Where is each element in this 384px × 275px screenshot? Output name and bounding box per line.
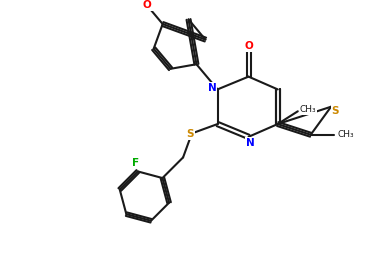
Text: F: F [132, 158, 139, 168]
Text: CH₃: CH₃ [337, 130, 354, 139]
Text: S: S [186, 129, 194, 139]
Text: N: N [208, 82, 217, 93]
Text: O: O [244, 41, 253, 51]
Text: CH₃: CH₃ [300, 105, 316, 114]
Text: O: O [142, 0, 151, 10]
Text: N: N [246, 138, 255, 148]
Text: S: S [332, 106, 339, 116]
